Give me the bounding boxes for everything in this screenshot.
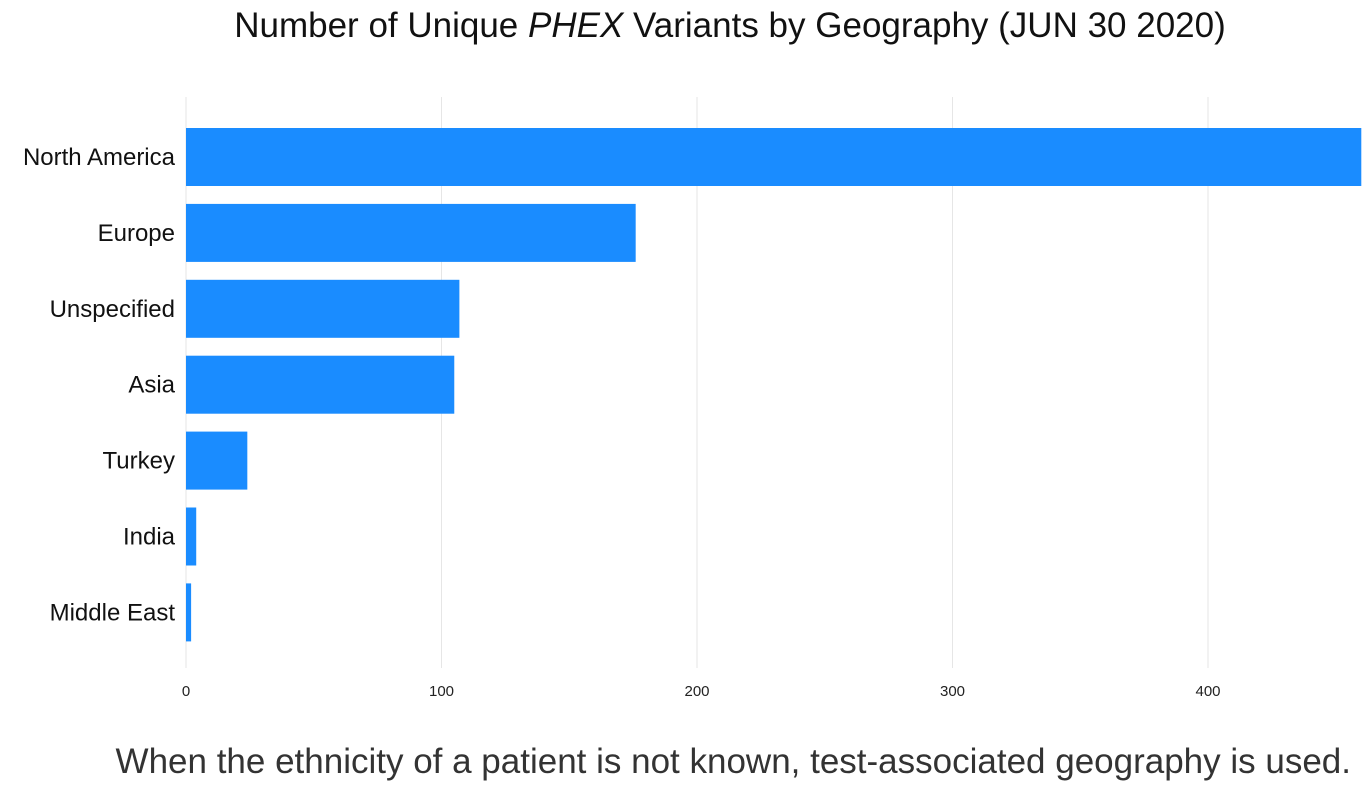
x-tick-label: 400 xyxy=(1195,683,1220,700)
bar-chart: 0 100 200 300 400 North America Europe Unspecif… xyxy=(23,97,1362,700)
chart-title: Number of Unique PHEX Variants by Geogra… xyxy=(0,6,1369,46)
x-tick-label: 300 xyxy=(940,683,965,700)
chart-title-gene: PHEX xyxy=(528,6,624,45)
bar-europe xyxy=(186,203,636,262)
bar-asia xyxy=(186,355,455,414)
bar-turkey xyxy=(186,431,248,490)
category-label: Turkey xyxy=(103,448,175,475)
bar-india xyxy=(186,507,197,566)
category-label: India xyxy=(123,524,176,551)
category-label: Middle East xyxy=(50,599,176,626)
category-label: Asia xyxy=(128,372,175,399)
x-tick-label: 200 xyxy=(684,683,709,700)
x-tick-label: 100 xyxy=(429,683,454,700)
chart-title-part-3: Variants by Geography (JUN 30 2020) xyxy=(623,6,1226,45)
chart-title-part-1: Number of Unique xyxy=(234,6,528,45)
category-label: North America xyxy=(23,144,176,171)
bar-unspecified xyxy=(186,279,460,338)
footnote: When the ethnicity of a patient is not k… xyxy=(115,742,1351,781)
category-label: Unspecified xyxy=(50,296,175,323)
category-label: Europe xyxy=(98,220,175,247)
bar-north-america xyxy=(186,128,1362,186)
bar-middle-east xyxy=(186,583,192,642)
x-tick-label: 0 xyxy=(182,683,190,700)
